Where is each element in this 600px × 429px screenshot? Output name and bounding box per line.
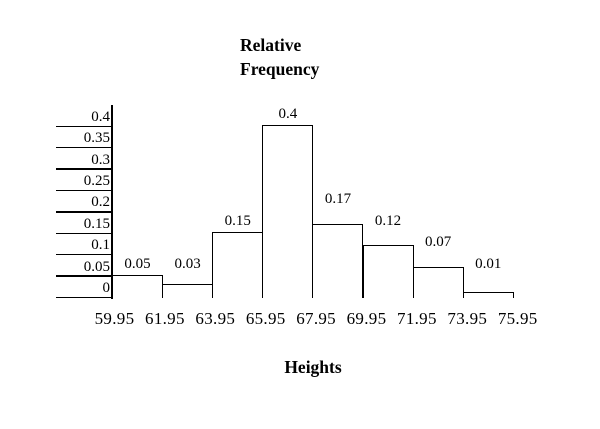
- y-tick: [56, 210, 112, 213]
- y-tick-label: 0.1: [91, 237, 110, 254]
- y-axis-line: [111, 105, 113, 299]
- bar-value-label: 0.01: [475, 255, 502, 272]
- bar: [412, 266, 464, 299]
- y-tick-label: 0.2: [91, 194, 110, 211]
- y-tick-label: 0.05: [83, 258, 110, 275]
- y-tick-label: 0.25: [83, 173, 110, 189]
- y-tick-label: 0.35: [83, 130, 110, 147]
- x-tick-label: 61.95: [145, 309, 185, 328]
- y-tick-label: 0.3: [91, 151, 110, 168]
- chart-title-line-2: Frequency: [240, 59, 320, 79]
- y-tick: [56, 232, 112, 234]
- y-tick: [56, 168, 112, 171]
- y-tick: [56, 254, 112, 256]
- bar-value-label: 0.07: [425, 234, 452, 251]
- bar: [462, 292, 514, 299]
- x-tick-label: 69.95: [346, 309, 387, 328]
- y-tick: [56, 190, 112, 191]
- chart-title-line-1: Relative: [240, 35, 302, 55]
- bar: [162, 283, 214, 299]
- y-tick: [56, 147, 112, 149]
- x-tick-label: 67.95: [296, 309, 336, 328]
- bar-value-label: 0.17: [324, 191, 352, 208]
- x-tick-label: 73.95: [447, 309, 488, 328]
- y-tick: [56, 125, 112, 127]
- chart-title: Relative Frequency: [240, 33, 319, 81]
- bar: [212, 232, 264, 299]
- y-tick: [56, 275, 112, 278]
- bar: [112, 275, 164, 299]
- bar: [312, 223, 364, 299]
- bar-value-label: 0.15: [224, 212, 251, 229]
- x-axis-title: Heights: [284, 357, 342, 377]
- x-tick-label: 71.95: [397, 309, 437, 328]
- y-tick-label: 0.4: [91, 108, 110, 125]
- bar: [262, 125, 314, 299]
- bar-value-label: 0.12: [374, 212, 402, 229]
- bar-value-label: 0.4: [278, 105, 298, 122]
- bar-value-label: 0.03: [174, 255, 201, 272]
- x-tick-label: 75.95: [497, 309, 538, 328]
- x-tick-label: 65.95: [245, 309, 286, 328]
- bar: [362, 245, 414, 299]
- x-tick-label: 63.95: [195, 309, 236, 328]
- bar-value-label: 0.05: [124, 255, 151, 272]
- y-tick-label: 0.15: [83, 215, 110, 232]
- y-tick-label: 0: [102, 280, 111, 296]
- x-tick-label: 59.95: [94, 309, 135, 328]
